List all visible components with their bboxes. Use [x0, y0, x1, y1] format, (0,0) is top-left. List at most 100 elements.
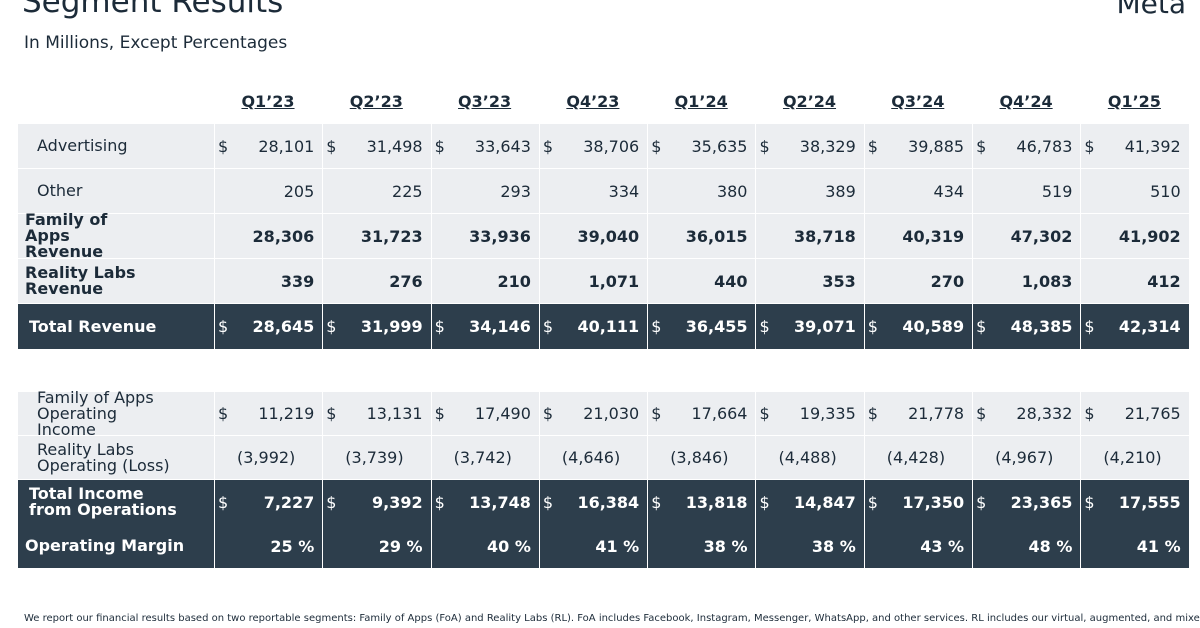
data-cell: 510	[1081, 169, 1190, 213]
data-cell: $7,227	[215, 480, 324, 524]
table-row: Reality Labs Revenue 339 276 210 1,071 440 353…	[18, 259, 1190, 304]
data-cell: $39,071	[756, 304, 865, 349]
data-cell: $17,555	[1081, 480, 1190, 524]
cell-value: 23,365	[1010, 492, 1073, 512]
currency: $	[434, 404, 445, 423]
data-cell: $17,490	[431, 392, 540, 435]
cell-value: 46,783	[1016, 136, 1073, 156]
data-cell: 29 %	[323, 524, 432, 568]
column-header: Q2’23	[349, 92, 403, 111]
title: Segment Results	[22, 0, 284, 20]
data-cell: 270	[864, 259, 974, 303]
data-cell: 31,723	[323, 214, 432, 258]
currency: $	[326, 136, 337, 156]
data-cell: $19,335	[756, 392, 865, 435]
data-cell: (4,210)	[1081, 436, 1190, 479]
data-cell: 33,936	[431, 214, 540, 258]
data-cell: $16,384	[539, 480, 649, 524]
data-cell: $11,219	[215, 392, 324, 435]
currency: $	[1084, 492, 1095, 512]
row-label: Family of Apps Revenue	[18, 212, 215, 260]
currency: $	[434, 136, 445, 156]
cell-value: 14,847	[794, 492, 856, 512]
data-cell: 276	[323, 259, 432, 303]
cell-value: 17,490	[474, 404, 531, 423]
cell-value: 38,329	[799, 136, 856, 156]
cell-value: 38,718	[794, 226, 856, 246]
cell-value: 380	[716, 181, 748, 201]
cell-value: (3,846)	[670, 448, 729, 467]
cell-value: 17,664	[691, 404, 748, 423]
cell-value: 510	[1150, 181, 1181, 201]
data-cell: (4,488)	[756, 436, 865, 479]
cell-value: 13,818	[685, 492, 748, 512]
row-label: Operating Margin	[18, 524, 215, 568]
data-cell: $40,111	[539, 304, 649, 349]
cell-value: 34,146	[469, 317, 531, 336]
cell-value: 270	[930, 271, 965, 291]
data-cell: 40 %	[431, 524, 540, 568]
data-cell: 41 %	[539, 524, 649, 568]
row-label: Family of Apps Operating Income	[18, 389, 215, 437]
data-cell: (3,742)	[431, 436, 540, 479]
data-cell: $21,030	[539, 392, 649, 435]
currency: $	[867, 492, 878, 512]
data-cell: $39,885	[864, 124, 974, 168]
data-cell: 1,083	[973, 259, 1082, 303]
currency: $	[542, 492, 554, 512]
data-cell: $38,706	[539, 124, 649, 168]
cell-value: 47,302	[1010, 226, 1073, 246]
cell-value: 39,071	[794, 317, 856, 336]
data-cell: 205	[215, 169, 324, 213]
data-cell: $9,392	[323, 480, 432, 524]
cell-value: 39,885	[908, 136, 965, 156]
data-cell: $21,765	[1081, 392, 1190, 435]
data-cell: $28,101	[215, 124, 324, 168]
currency: $	[326, 492, 337, 512]
cell-value: 412	[1147, 271, 1181, 291]
data-cell: 36,015	[648, 214, 757, 258]
data-cell: 434	[864, 169, 974, 213]
currency: $	[326, 317, 337, 336]
cell-value: 21,030	[583, 404, 640, 423]
currency: $	[759, 317, 770, 336]
cell-value: 35,635	[691, 136, 748, 156]
data-cell: 334	[539, 169, 649, 213]
cell-value: 33,936	[469, 226, 531, 246]
cell-value: 440	[714, 271, 748, 291]
cell-value: (3,992)	[237, 448, 296, 467]
cell-value: 38 %	[703, 536, 748, 556]
data-cell: 353	[756, 259, 865, 303]
data-cell: 210	[431, 259, 540, 303]
data-cell: $28,645	[215, 304, 324, 349]
cell-value: 48 %	[1028, 536, 1073, 556]
data-cell: $34,146	[431, 304, 540, 349]
cell-value: 210	[497, 271, 531, 291]
currency: $	[759, 136, 770, 156]
data-cell: 412	[1081, 259, 1190, 303]
currency: $	[651, 317, 662, 336]
cell-value: 13,131	[366, 404, 423, 423]
currency: $	[434, 492, 445, 512]
data-cell: 48 %	[973, 524, 1082, 568]
data-cell: 41,902	[1081, 214, 1190, 258]
data-cell: $36,455	[648, 304, 757, 349]
currency: $	[976, 404, 987, 423]
data-cell: $13,748	[431, 480, 540, 524]
footnote: We report our financial results based on…	[24, 613, 1200, 624]
data-cell: 380	[648, 169, 757, 213]
cell-value: 48,385	[1010, 317, 1073, 336]
data-cell: (4,646)	[539, 436, 649, 479]
row-label: Advertising	[18, 124, 215, 168]
cell-value: 434	[933, 181, 965, 201]
cell-value: (4,646)	[561, 448, 621, 467]
cell-value: 1,071	[588, 271, 640, 291]
cell-value: 334	[608, 181, 640, 201]
currency: $	[434, 317, 445, 336]
data-cell: 339	[215, 259, 324, 303]
cell-value: 38 %	[811, 536, 856, 556]
currency: $	[867, 404, 878, 423]
table-row: Family of Apps Operating Income $11,219 $1…	[18, 389, 1190, 437]
row-label: Other	[18, 169, 215, 213]
data-cell: $13,131	[323, 392, 432, 435]
